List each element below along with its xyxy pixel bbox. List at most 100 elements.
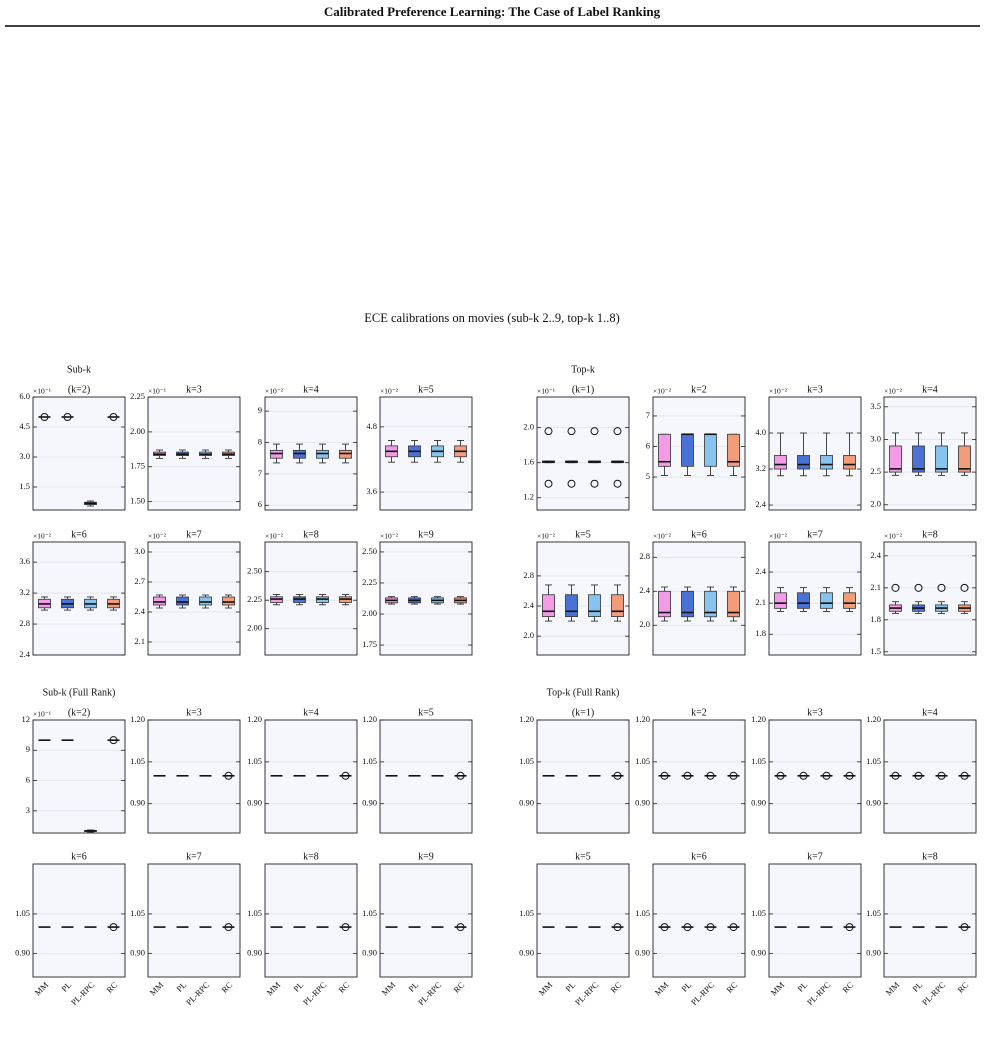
y-tick-label: 2.25 (247, 594, 262, 604)
x-tick-label: RC (451, 979, 466, 994)
y-tick-label: 2.1 (755, 597, 766, 607)
y-tick-label: 1.75 (130, 461, 145, 471)
axis-exponent: ×10⁻² (33, 532, 52, 541)
panel-title: k=2 (691, 384, 707, 395)
y-tick-label: 1.05 (866, 908, 881, 918)
panel-frame (379, 719, 473, 834)
y-tick-label: 0.90 (635, 947, 650, 957)
panel-title: k=6 (71, 851, 87, 862)
axis-exponent: ×10⁻² (380, 387, 399, 396)
y-tick-label: 1.05 (130, 908, 145, 918)
panel-frame (536, 863, 630, 978)
panel-frame (264, 719, 358, 834)
box (199, 596, 212, 606)
y-tick-label: 8 (258, 436, 262, 446)
x-tick-label: MM (884, 979, 902, 997)
y-tick-label: 3 (26, 805, 30, 815)
y-tick-label: 2.25 (130, 391, 145, 401)
flier (960, 771, 969, 780)
panel-title: (k=1) (572, 707, 594, 718)
panel-frame (768, 541, 862, 656)
y-tick-label: 0.90 (247, 798, 262, 808)
y-tick-label: 2.0 (523, 422, 534, 432)
x-tick-label: PL-RPC (184, 979, 212, 1007)
y-tick-label: 6 (26, 774, 30, 784)
panel-frame (883, 396, 977, 511)
panel-frame (264, 863, 358, 978)
flier (613, 479, 622, 488)
x-tick-label: PL-RPC (573, 979, 601, 1007)
y-tick-label: 2.8 (639, 551, 650, 561)
y-tick-label: 0.90 (751, 947, 766, 957)
flier (567, 479, 576, 488)
panel-title: k=7 (186, 851, 202, 862)
group-label: Sub-k (Full Rank) (43, 687, 116, 698)
y-tick-label: 0.90 (130, 947, 145, 957)
x-tick-label: MM (653, 979, 671, 997)
panel-frame (536, 541, 630, 656)
box (542, 594, 555, 617)
y-tick-label: 7 (258, 468, 262, 478)
axis-exponent: ×10⁻² (537, 532, 556, 541)
panel-title: k=7 (186, 529, 202, 540)
axis-exponent: ×10⁻² (148, 532, 167, 541)
y-tick-label: 2.5 (870, 466, 881, 476)
flier (224, 771, 233, 780)
flier (613, 923, 622, 932)
x-tick-label: MM (769, 979, 787, 997)
panel-title: k=6 (691, 529, 707, 540)
y-tick-label: 1.50 (130, 496, 145, 506)
box (588, 594, 601, 617)
flier (109, 923, 118, 932)
y-tick-label: 2.0 (870, 499, 881, 509)
x-tick-label: MM (33, 979, 51, 997)
x-tick-label: PL-RPC (805, 979, 833, 1007)
y-tick-label: 0.90 (635, 798, 650, 808)
panel-title: k=5 (575, 851, 591, 862)
y-tick-label: 2.00 (362, 608, 377, 618)
panel-frame (32, 541, 126, 656)
y-tick-label: 3.5 (870, 401, 881, 411)
x-tick-label: PL (59, 980, 73, 994)
panel-frame (147, 719, 241, 834)
panel-frame (883, 541, 977, 656)
y-tick-label: 0.90 (866, 798, 881, 808)
x-tick-label: MM (380, 979, 398, 997)
panel-title: k=5 (418, 384, 434, 395)
axis-exponent: ×10⁻² (653, 532, 672, 541)
axis-exponent: ×10⁻² (884, 387, 903, 396)
y-tick-label: 1.05 (362, 756, 377, 766)
panel-frame (768, 396, 862, 511)
panel-background (33, 864, 125, 977)
panel-background (769, 397, 861, 510)
y-tick-label: 1.05 (751, 756, 766, 766)
panel-frame (32, 863, 126, 978)
y-tick-label: 2.4 (134, 606, 145, 616)
flier (613, 771, 622, 780)
panel-title: (k=2) (68, 384, 90, 395)
x-tick-label: RC (219, 979, 234, 994)
y-tick-label: 2.8 (523, 570, 534, 580)
flier (891, 583, 900, 592)
y-tick-label: 1.05 (519, 908, 534, 918)
panel-frame (32, 719, 126, 834)
box (820, 592, 833, 609)
box (958, 445, 971, 473)
panel-title: k=9 (418, 851, 434, 862)
y-tick-label: 2.4 (870, 550, 881, 560)
box (774, 592, 787, 609)
y-tick-label: 4.8 (366, 421, 377, 431)
panel-title: k=4 (303, 384, 319, 395)
axis-exponent: ×10⁻¹ (148, 387, 166, 396)
box (704, 433, 717, 467)
y-tick-label: 3.0 (19, 451, 30, 461)
y-tick-label: 2.4 (755, 499, 766, 509)
y-tick-label: 6 (646, 440, 650, 450)
flier (845, 771, 854, 780)
panel-title: k=9 (418, 529, 434, 540)
panel-frame (536, 396, 630, 511)
flier (729, 923, 738, 932)
y-tick-label: 1.05 (635, 756, 650, 766)
panel-title: k=4 (922, 384, 938, 395)
